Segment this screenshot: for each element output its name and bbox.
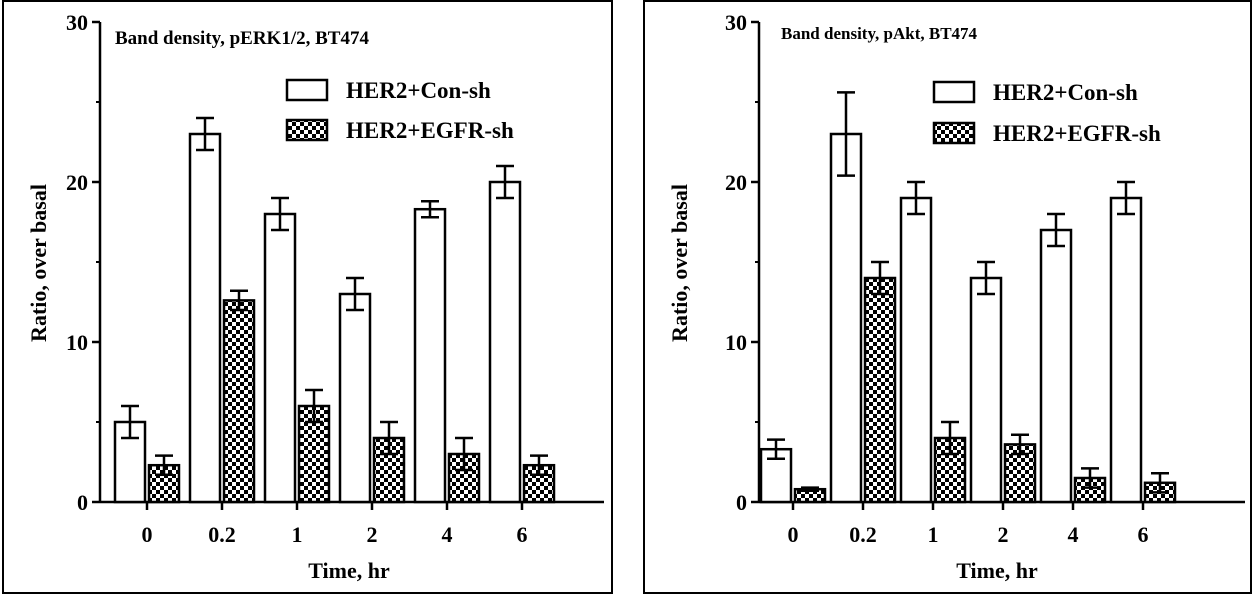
bar-con-sh bbox=[829, 132, 863, 504]
legend-swatch-con-sh bbox=[285, 78, 329, 102]
legend-swatch-egfr-sh bbox=[285, 118, 329, 142]
x-tick-label: 0 bbox=[788, 522, 799, 547]
y-tick-label: 10 bbox=[66, 330, 88, 355]
x-tick-label: 1 bbox=[928, 522, 939, 547]
legend-swatch-con-sh bbox=[932, 80, 976, 104]
x-axis-label: Time, hr bbox=[956, 558, 1038, 583]
bar-con-sh bbox=[263, 212, 297, 504]
bar-con-sh bbox=[488, 180, 522, 504]
y-tick-label: 0 bbox=[77, 490, 88, 515]
chart-title: Band density, pERK1/2, BT474 bbox=[115, 28, 369, 49]
y-tick-label: 20 bbox=[725, 170, 747, 195]
x-tick-label: 0 bbox=[142, 522, 153, 547]
x-tick-label: 0.2 bbox=[208, 522, 236, 547]
y-axis-label: Ratio, over basal bbox=[26, 184, 51, 342]
y-tick-label: 30 bbox=[725, 10, 747, 35]
legend-label-egfr-sh: HER2+EGFR-sh bbox=[993, 121, 1161, 146]
bar-con-sh bbox=[899, 196, 933, 504]
y-tick-label: 10 bbox=[725, 330, 747, 355]
bar-con-sh bbox=[338, 292, 372, 504]
x-tick-label: 6 bbox=[1138, 522, 1149, 547]
bar-egfr-sh bbox=[222, 299, 256, 504]
chart-panel-pakt: Band density, pAkt, BT474 0 10 20 30 Ratio, o… bbox=[643, 0, 1252, 594]
bar-con-sh bbox=[188, 132, 222, 504]
bar-con-sh bbox=[1039, 228, 1073, 504]
x-tick-label: 2 bbox=[367, 522, 378, 547]
x-tick-label: 6 bbox=[517, 522, 528, 547]
chart-title: Band density, pAkt, BT474 bbox=[781, 24, 978, 43]
x-axis-label: Time, hr bbox=[308, 558, 390, 583]
x-tick-label: 0.2 bbox=[849, 522, 877, 547]
y-axis-label: Ratio, over basal bbox=[667, 184, 692, 342]
y-tick-label: 30 bbox=[66, 10, 88, 35]
bar-con-sh bbox=[1109, 196, 1143, 504]
bar-con-sh bbox=[969, 276, 1003, 504]
legend-label-con-sh: HER2+Con-sh bbox=[346, 78, 491, 103]
legend-label-egfr-sh: HER2+EGFR-sh bbox=[346, 118, 514, 143]
bar-con-sh bbox=[413, 207, 447, 504]
x-tick-label: 1 bbox=[292, 522, 303, 547]
chart-perk-svg: Band density, pERK1/2, BT4740102030Ratio… bbox=[26, 10, 604, 583]
legend-label-con-sh: HER2+Con-sh bbox=[993, 80, 1138, 105]
x-tick-label: 2 bbox=[998, 522, 1009, 547]
y-tick-label: 0 bbox=[736, 490, 747, 515]
bar-egfr-sh bbox=[863, 276, 897, 504]
y-tick-label: 20 bbox=[66, 170, 88, 195]
x-tick-label: 4 bbox=[1068, 522, 1079, 547]
legend-swatch-egfr-sh bbox=[932, 121, 976, 145]
chart-panel-perk: Band density, pERK1/2, BT474 0 10 20 30 Ratio… bbox=[2, 0, 613, 594]
x-tick-label: 4 bbox=[442, 522, 453, 547]
